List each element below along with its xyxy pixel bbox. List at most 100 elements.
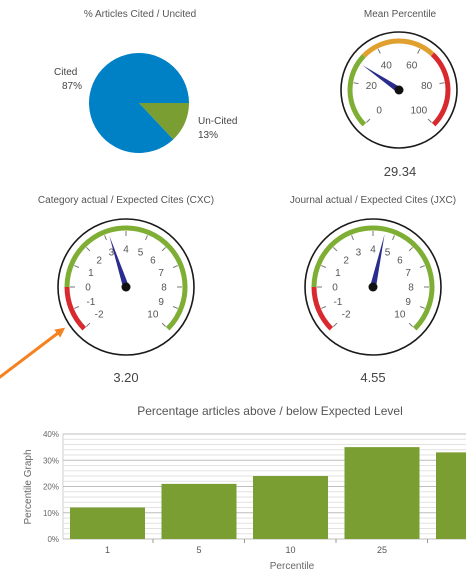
pie-label-uncited: Un-Cited [198, 116, 237, 127]
pie-slice-un-cited [139, 103, 189, 140]
gauge-tick-label: 60 [406, 61, 418, 72]
gauge-tick [392, 235, 395, 241]
bar-x-tick-label: 10 [285, 545, 295, 555]
bar-y-tick-label: 30% [43, 456, 59, 465]
gauge-tick-label: 10 [147, 309, 159, 320]
gauge-tick-label: 9 [405, 297, 411, 308]
gauge-tick-label: 20 [366, 81, 378, 92]
cxc-gauge: -2-1 0 123 4 567 8 910 [57, 218, 195, 356]
jxc-value: 4.55 [360, 370, 385, 385]
gauge-tick [408, 247, 413, 252]
bar-y-tick-label: 10% [43, 509, 59, 518]
gauge-tick-label: 3 [356, 247, 362, 258]
gauge-tick [333, 247, 338, 252]
gauge-tick-label: 7 [405, 268, 411, 279]
gauge-tick [104, 235, 107, 241]
gauge-band-1 [311, 225, 435, 331]
gauge-tick-label: 5 [385, 247, 391, 258]
bar-10 [253, 476, 328, 539]
bar-title: Percentage articles above / below Expect… [137, 404, 403, 418]
bar-x-tick-label: 1 [105, 545, 110, 555]
gauge-tick-label: 4 [123, 245, 129, 256]
pie-title: % Articles Cited / Uncited [84, 9, 196, 20]
gauge-tick [333, 322, 338, 327]
gauge-tick [353, 82, 359, 85]
gauge-needle [370, 234, 385, 288]
gauge-tick-label: 7 [158, 268, 164, 279]
gauge-tick-label: 2 [96, 256, 102, 267]
jxc-title: Journal actual / Expected Cites (JXC) [290, 195, 456, 206]
gauge-hub [121, 282, 131, 292]
gauge-needle [109, 235, 129, 288]
cxc-panel: Category actual / Expected Cites (CXC) -… [38, 195, 214, 385]
pie-percent-cited: 87% [62, 81, 82, 92]
gauge-tick [351, 235, 354, 241]
jxc-gauge: -2-1 0 123 4 567 8 910 [304, 218, 442, 356]
gauge-tick-label: 9 [158, 297, 164, 308]
gauge-tick [74, 306, 80, 309]
mean-percentile-value: 29.34 [384, 164, 417, 179]
gauge-tick-label: 3 [109, 247, 115, 258]
gauge-tick-label: -2 [342, 309, 351, 320]
gauge-tick-label: 0 [332, 283, 338, 294]
gauge-tick-label: 8 [161, 283, 167, 294]
gauge-band-0 [311, 286, 334, 331]
annotation-arrow [0, 327, 66, 379]
gauge-tick-label: 40 [381, 61, 393, 72]
pie-slice-cited [88, 53, 189, 153]
gauge-tick-label: 5 [138, 247, 144, 258]
cxc-value: 3.20 [113, 370, 138, 385]
gauge-tick [377, 48, 381, 54]
pie-percent-uncited: 13% [198, 130, 218, 141]
gauge-band-0 [64, 286, 87, 331]
gauge-tick [86, 247, 91, 252]
gauge-tick-label: 80 [421, 81, 433, 92]
bar-25 [344, 447, 420, 539]
gauge-tick [86, 322, 91, 327]
gauge-tick [172, 265, 178, 268]
pie-label-cited: Cited [54, 67, 77, 78]
bar-x-tick-label: 25 [377, 545, 387, 555]
gauge-needle [362, 65, 401, 93]
pie-slices [88, 53, 189, 153]
bar-x-axis-label: Percentile [270, 561, 315, 572]
gauge-tick-label: 10 [394, 309, 406, 320]
gauge-band-0 [347, 54, 367, 127]
bar-1 [70, 507, 145, 539]
bar-x-tick-label: 5 [196, 545, 201, 555]
gauge-tick [366, 118, 371, 123]
gauge-tick [161, 247, 166, 252]
gauge-tick-label: -1 [333, 297, 342, 308]
gauge-tick [417, 48, 421, 54]
bar-5 [161, 483, 237, 539]
gauge-tick [321, 265, 327, 268]
bar-panel: Percentage articles above / below Expect… [23, 404, 466, 572]
gauge-tick [74, 265, 80, 268]
gauge-tick-label: 4 [370, 245, 376, 256]
bar-y-axis-label: Percentile Graph [23, 449, 34, 524]
gauge-tick [321, 306, 327, 309]
gauge-hub [368, 282, 378, 292]
gauge-tick-label: 2 [343, 256, 349, 267]
gauge-hub [394, 85, 404, 95]
gauge-tick [145, 235, 148, 241]
gauge-tick [419, 265, 425, 268]
bar-y-tick-label: 40% [43, 430, 59, 439]
gauge-band-1 [362, 38, 435, 58]
gauge-tick [161, 322, 166, 327]
gauge-tick [172, 306, 178, 309]
gauge-band-1 [64, 225, 188, 331]
gauge-tick [419, 306, 425, 309]
gauge-band-2 [430, 52, 451, 127]
jxc-panel: Journal actual / Expected Cites (JXC) -2… [290, 195, 456, 385]
bar-y-tick-label: 20% [43, 483, 59, 492]
gauge-tick-label: 0 [376, 105, 382, 116]
gauge-tick-label: 0 [85, 283, 91, 294]
gauge-tick-label: 6 [397, 256, 403, 267]
mean-percentile-title: Mean Percentile [364, 9, 437, 20]
gauge-tick-label: 100 [410, 105, 427, 116]
gauge-tick-label: 1 [335, 268, 341, 279]
